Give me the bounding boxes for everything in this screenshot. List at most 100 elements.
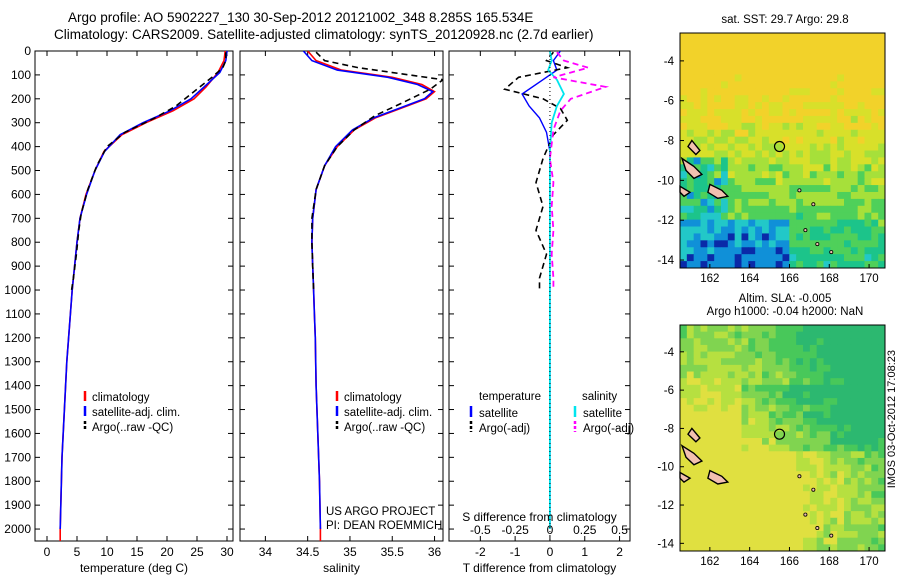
map-cell [837,431,845,439]
map-cell [755,191,763,200]
map-cell [864,185,872,193]
map-cell [768,398,777,406]
map-cell [721,178,729,186]
map-cell [686,344,695,352]
small-island [797,188,802,193]
map-cell [823,226,831,234]
profile-panel-2: 34 34.5 35 35.5 36salinityclimatologysatelli… [239,50,444,575]
map-cell [844,53,852,62]
map-cell [775,205,783,214]
map-cell [823,384,831,392]
map-cell [782,325,790,333]
map-cell [707,344,715,352]
map-cell [741,254,749,262]
map-cell [803,451,811,459]
map-cell [693,178,701,186]
map-cell [864,136,872,144]
map-cell [796,351,804,359]
map-cell [816,67,824,75]
map-cell [707,150,715,158]
map-cell [686,471,695,479]
map-cell [775,424,783,432]
map-cell [714,122,722,131]
map-cell [741,364,749,372]
map-cell [857,191,865,200]
map-cell [755,67,763,75]
map-cell [782,109,790,117]
legend-label: Argo(..raw -QC) [92,422,173,434]
map-cell [816,364,824,372]
map-cell [844,378,852,386]
map-cells [680,33,886,269]
map-cell [714,444,722,452]
map-cell [686,95,695,103]
map-frame [679,324,886,552]
map-cell [707,102,715,110]
map-cell [823,33,831,41]
map-cell [782,477,790,485]
map-cell [878,344,886,352]
series-group [302,51,443,541]
map-cell [878,364,886,372]
map-cell [762,431,770,439]
map-cell [878,544,886,552]
map-cell [816,331,824,339]
map-cell [878,109,886,117]
map-cell [809,164,818,172]
map-cell [762,524,770,532]
map-cell [741,219,749,227]
map-cell [755,164,763,172]
map-cell [707,67,715,75]
map-cell [844,471,852,479]
map-cell [823,471,831,479]
map-cell [837,247,845,255]
map-cell [844,451,852,459]
map-cell [782,122,790,131]
map-cell [871,185,879,193]
map-cell [734,371,742,379]
map-cell [727,517,736,525]
map-cell [686,464,695,472]
map-cell [816,424,824,432]
map-cell [707,338,715,346]
map-cell [693,164,701,172]
map-cell [755,358,763,366]
map-cell [850,451,859,459]
map-cell [837,404,845,412]
map-cell [878,67,886,75]
map-cell [714,157,722,165]
map-cell [830,517,838,525]
map-cell [700,53,708,62]
map-cell [782,391,790,399]
map-cell [878,418,886,426]
map-cell [816,240,824,248]
map-cell [686,150,695,158]
map-cell [871,233,879,241]
map-cell [830,129,838,138]
map-cell [707,457,715,465]
map-cell [871,384,879,392]
map-cell [871,164,879,172]
map-cell [796,325,804,333]
map-cell [755,378,763,386]
map-cell [768,384,777,392]
map-cell [727,344,736,352]
map-cell [850,143,859,151]
map-cell [680,240,688,248]
map-cell [680,46,688,55]
y-tick-label: 1000 [4,283,31,297]
map-cell [803,178,811,186]
map-cell [864,398,872,406]
map-cell [796,39,804,48]
map-cell [816,418,824,426]
map-cell [857,491,865,499]
map-cell [748,46,756,55]
map-cell [837,338,845,346]
map-cell [823,531,831,539]
map-cell [844,517,852,525]
map-cell [775,391,783,399]
map-cell [871,33,879,41]
y-tick-label: 1100 [5,307,31,321]
map-cell [762,411,770,419]
map-cell [755,109,763,117]
